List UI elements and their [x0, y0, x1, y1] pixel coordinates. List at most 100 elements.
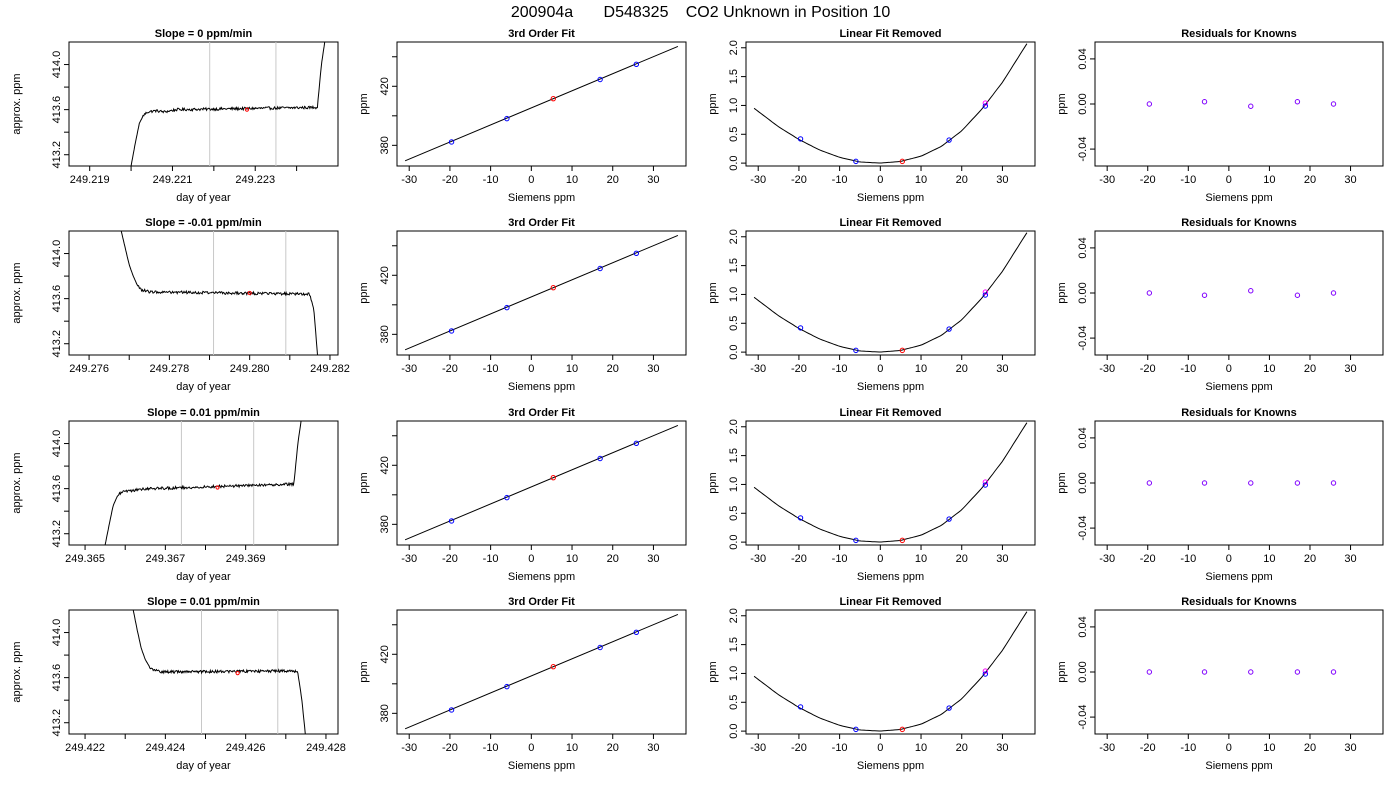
plot-frame [745, 420, 1036, 546]
y-axis-label: ppm [1056, 282, 1068, 303]
known-standard-point [448, 139, 455, 145]
y-tick-label: 380 [379, 325, 391, 343]
y-tick-label: 1.5 [728, 258, 740, 273]
x-tick-label: 20 [956, 742, 968, 754]
y-axis-label: ppm [1056, 661, 1068, 682]
x-axis-label: day of year [176, 192, 231, 204]
y-tick-label: 420 [379, 456, 391, 474]
x-tick-label: 30 [647, 553, 659, 565]
x-tick-label: -30 [750, 174, 766, 186]
panel-2-1: 3rd Order Fit -30 -20 -10 0 10 20 30 380 420 Sieme… [358, 407, 687, 583]
residual-point [1201, 292, 1208, 298]
x-tick-label: 249.369 [226, 553, 266, 565]
known-standard-point [797, 136, 804, 142]
fit-curve [404, 45, 679, 162]
residual-point [1146, 480, 1153, 486]
known-standard-point [448, 328, 455, 334]
residual-point [1201, 669, 1208, 675]
y-tick-label: 0.00 [1077, 472, 1089, 493]
known-standard-point-alt [982, 479, 989, 485]
y-tick-label: 2.0 [728, 40, 740, 55]
panel-0-0: Slope = 0 ppm/min 249.219 249.221 249.223 41… [11, 28, 339, 204]
y-tick-label: 414.0 [51, 240, 63, 268]
y-axis-label: approx. ppm [11, 452, 23, 513]
x-tick-label: -10 [832, 742, 848, 754]
panel-title: Linear Fit Removed [839, 217, 941, 229]
y-tick-label: 414.0 [51, 51, 63, 79]
plot-area [1146, 480, 1337, 486]
x-tick-label: 10 [566, 553, 578, 565]
plot-area [404, 613, 679, 730]
residual-point [1294, 480, 1301, 486]
fit-curve [753, 611, 1028, 732]
residual-point [1330, 101, 1337, 107]
known-standard-point [982, 292, 989, 298]
x-axis-label: Siemens ppm [857, 571, 924, 583]
x-tick-label: 249.424 [145, 742, 185, 754]
y-tick-label: 2.0 [728, 229, 740, 244]
y-axis-label: ppm [1056, 472, 1068, 493]
x-tick-label: -30 [750, 742, 766, 754]
residual-point [1294, 669, 1301, 675]
known-standard-point [853, 158, 859, 165]
plot-frame [745, 609, 1036, 735]
plot-frame [1094, 230, 1384, 356]
y-tick-label: 0.0 [728, 723, 740, 738]
plot-area [104, 421, 302, 545]
x-tick-label: -20 [442, 553, 458, 565]
x-tick-label: 249.426 [226, 742, 266, 754]
x-tick-label: 20 [1304, 553, 1316, 565]
known-standard-point [946, 137, 952, 143]
x-tick-label: 249.221 [153, 174, 193, 186]
x-tick-label: -30 [401, 742, 417, 754]
plot-frame [396, 420, 687, 546]
x-tick-label: 10 [1263, 742, 1275, 754]
plot-area [753, 43, 1028, 165]
plot-frame [68, 230, 339, 356]
plot-frame [396, 609, 687, 735]
y-axis-label: ppm [358, 282, 370, 303]
plot-frame [745, 41, 1036, 167]
unknown-sample-point [899, 726, 906, 733]
x-tick-label: -30 [750, 553, 766, 565]
x-tick-label: 10 [1263, 553, 1275, 565]
x-tick-label: 0 [1226, 363, 1232, 375]
panel-title: Slope = 0 ppm/min [155, 28, 253, 40]
residual-point [1201, 480, 1208, 486]
y-tick-label: 413.2 [51, 520, 63, 548]
figure-title-run: 200904a [511, 4, 573, 21]
panel-2-0: Slope = 0.01 ppm/min 249.365 249.367 249.36… [11, 407, 339, 583]
x-axis-label: Siemens ppm [508, 571, 575, 583]
y-tick-label: 1.5 [728, 448, 740, 463]
y-tick-label: 413.6 [51, 664, 63, 692]
known-standard-point [946, 705, 952, 711]
known-standard-point [633, 250, 640, 256]
panel-3-2: Linear Fit Removed -30 -20 -10 0 10 20 30 0.0 0.5… [707, 596, 1036, 772]
panel-title: 3rd Order Fit [508, 596, 575, 608]
y-axis-label: ppm [358, 93, 370, 114]
x-tick-label: 20 [956, 553, 968, 565]
residual-point [1330, 669, 1337, 675]
panel-0-2: Linear Fit Removed -30 -20 -10 0 10 20 30 0.0 0.5… [707, 28, 1036, 204]
x-tick-label: -10 [832, 553, 848, 565]
plot-area [404, 234, 679, 351]
unknown-sample-point [550, 95, 557, 102]
known-standard-point-alt [982, 100, 989, 106]
panel-2-3: Residuals for Knowns -30 -20 -10 0 10 20 30 -0.0… [1056, 407, 1384, 583]
x-tick-label: -20 [442, 363, 458, 375]
x-tick-label: -30 [401, 363, 417, 375]
x-tick-label: 30 [1344, 742, 1356, 754]
y-axis-label: ppm [707, 93, 719, 114]
x-tick-label: 30 [647, 363, 659, 375]
y-tick-label: -0.04 [1077, 516, 1089, 541]
panel-0-3: Residuals for Knowns -30 -20 -10 0 10 20 30 -0.0… [1056, 28, 1384, 204]
y-tick-label: 1.0 [728, 477, 740, 492]
y-tick-label: 420 [379, 266, 391, 284]
panel-title: Linear Fit Removed [839, 28, 941, 40]
x-axis-label: Siemens ppm [508, 760, 575, 772]
x-tick-label: -20 [791, 742, 807, 754]
plot-frame [68, 420, 339, 546]
x-tick-label: 249.278 [149, 363, 189, 375]
x-tick-label: 10 [566, 742, 578, 754]
